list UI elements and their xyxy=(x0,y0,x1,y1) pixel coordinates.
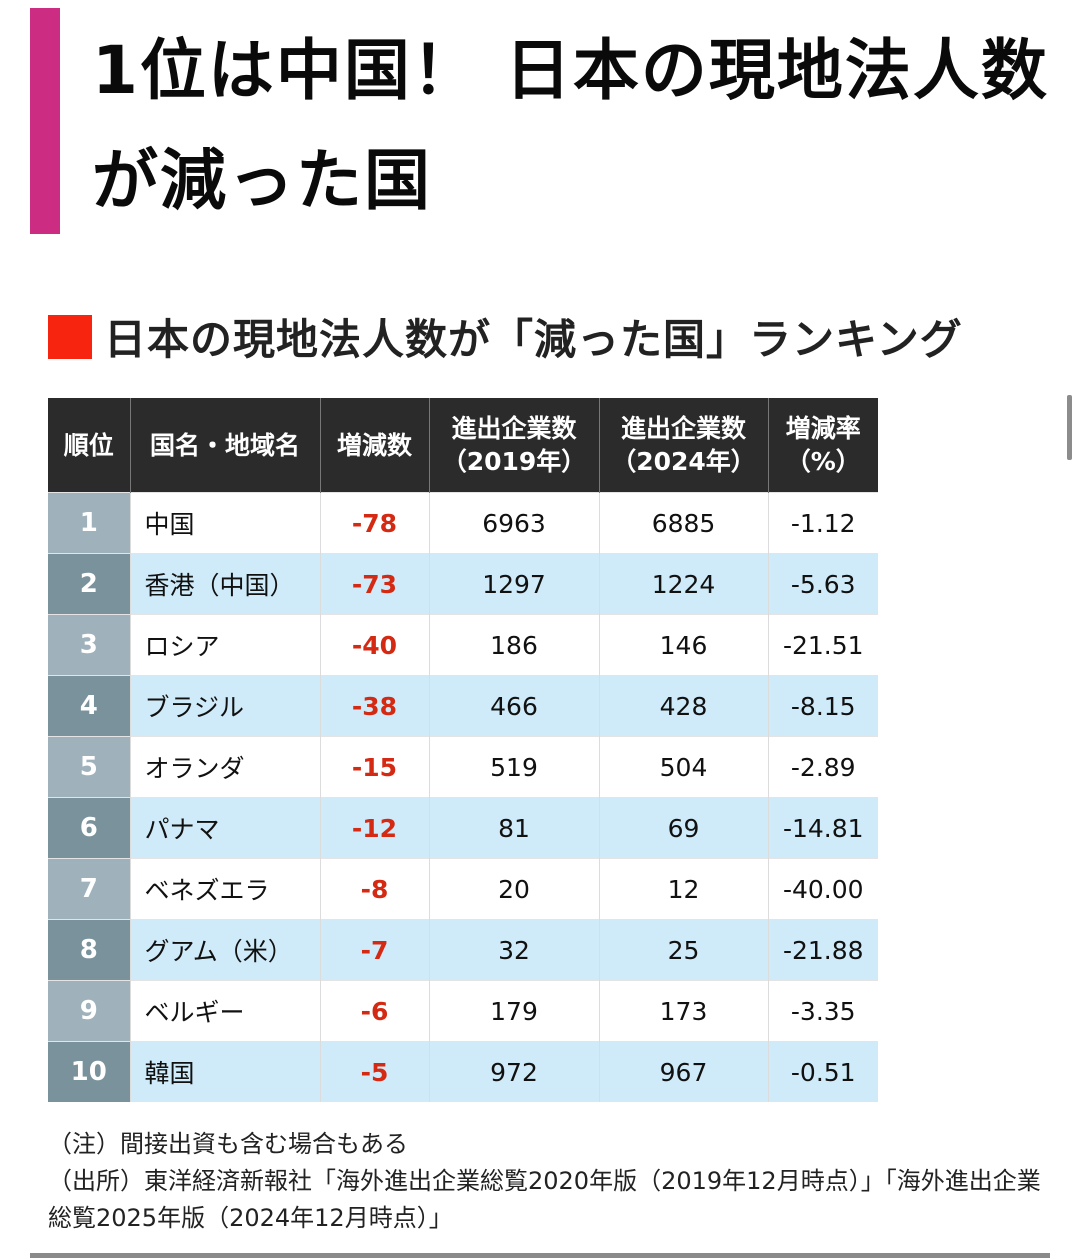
change-rate-cell: -14.81 xyxy=(767,797,878,859)
companies-2019-cell: 519 xyxy=(428,736,599,798)
scrollbar[interactable] xyxy=(1067,395,1072,460)
table-row: 5 オランダ -15 519 504 -2.89 xyxy=(48,736,878,798)
rank-cell: 6 xyxy=(48,797,130,859)
ranking-table: 順位 国名・地域名 増減数 進出企業数 （2019年） 進出企業数 （2024年） … xyxy=(48,398,878,1102)
table-row: 4 ブラジル -38 466 428 -8.15 xyxy=(48,675,878,737)
companies-2019-cell: 32 xyxy=(428,919,599,981)
col-header-sublabel: （2024年） xyxy=(611,447,756,476)
col-header-label: 進出企業数 xyxy=(620,414,746,443)
country-name-cell: 韓国 xyxy=(129,1041,320,1102)
companies-2019-cell: 1297 xyxy=(428,553,599,615)
country-name-cell: グアム（米） xyxy=(129,919,320,981)
companies-2024-cell: 504 xyxy=(598,736,768,798)
rank-cell: 9 xyxy=(48,980,130,1042)
rank-cell: 8 xyxy=(48,919,130,981)
change-rate-cell: -5.63 xyxy=(767,553,878,615)
companies-2019-cell: 466 xyxy=(428,675,599,737)
companies-2024-cell: 1224 xyxy=(598,553,768,615)
bottom-divider xyxy=(30,1253,1050,1258)
change-count-cell: -15 xyxy=(319,736,429,798)
source-text: （出所）東洋経済新報社「海外進出企業総覧2020年版（2019年12月時点）」「… xyxy=(48,1167,1041,1232)
col-header-label: 増減率 xyxy=(785,414,861,443)
title-accent-bar xyxy=(30,8,60,234)
change-count-cell: -12 xyxy=(319,797,429,859)
table-header-row: 順位 国名・地域名 増減数 進出企業数 （2019年） 進出企業数 （2024年） … xyxy=(48,398,878,493)
table-row: 2 香港（中国） -73 1297 1224 -5.63 xyxy=(48,553,878,615)
rank-cell: 5 xyxy=(48,736,130,798)
companies-2024-cell: 428 xyxy=(598,675,768,737)
table-row: 1 中国 -78 6963 6885 -1.12 xyxy=(48,492,878,554)
companies-2019-cell: 20 xyxy=(428,858,599,920)
country-name-cell: ロシア xyxy=(129,614,320,676)
companies-2019-cell: 6963 xyxy=(428,492,599,554)
table-row: 7 ベネズエラ -8 20 12 -40.00 xyxy=(48,858,878,920)
rank-cell: 1 xyxy=(48,492,130,554)
page-title-line2: が減った国 xyxy=(92,142,432,219)
col-header-2019: 進出企業数 （2019年） xyxy=(428,398,599,493)
country-name-cell: オランダ xyxy=(129,736,320,798)
col-header-label: 増減数 xyxy=(336,430,412,460)
companies-2024-cell: 12 xyxy=(598,858,768,920)
col-header-2024: 進出企業数 （2024年） xyxy=(598,398,768,493)
change-rate-cell: -8.15 xyxy=(767,675,878,737)
change-rate-cell: -0.51 xyxy=(767,1041,878,1102)
change-rate-cell: -2.89 xyxy=(767,736,878,798)
page-title-line1: 1位は中国！ 日本の現地法人数 xyxy=(92,32,1049,109)
table-row: 9 ベルギー -6 179 173 -3.35 xyxy=(48,980,878,1042)
rank-cell: 10 xyxy=(48,1041,130,1102)
col-header-label: 順位 xyxy=(63,430,114,460)
table-row: 10 韓国 -5 972 967 -0.51 xyxy=(48,1041,878,1102)
companies-2024-cell: 25 xyxy=(598,919,768,981)
companies-2024-cell: 146 xyxy=(598,614,768,676)
change-rate-cell: -3.35 xyxy=(767,980,878,1042)
rank-cell: 2 xyxy=(48,553,130,615)
table-row: 6 パナマ -12 81 69 -14.81 xyxy=(48,797,878,859)
country-name-cell: ベネズエラ xyxy=(129,858,320,920)
table-row: 3 ロシア -40 186 146 -21.51 xyxy=(48,614,878,676)
col-header-sublabel: （%） xyxy=(785,447,861,476)
change-count-cell: -78 xyxy=(319,492,429,554)
companies-2019-cell: 186 xyxy=(428,614,599,676)
companies-2024-cell: 69 xyxy=(598,797,768,859)
change-rate-cell: -21.51 xyxy=(767,614,878,676)
rank-cell: 7 xyxy=(48,858,130,920)
change-rate-cell: -40.00 xyxy=(767,858,878,920)
country-name-cell: ブラジル xyxy=(129,675,320,737)
change-rate-cell: -21.88 xyxy=(767,919,878,981)
change-count-cell: -6 xyxy=(319,980,429,1042)
change-count-cell: -40 xyxy=(319,614,429,676)
table-row: 8 グアム（米） -7 32 25 -21.88 xyxy=(48,919,878,981)
red-square-icon xyxy=(48,314,92,359)
country-name-cell: 香港（中国） xyxy=(129,553,320,615)
companies-2024-cell: 967 xyxy=(598,1041,768,1102)
col-header-diff: 増減数 xyxy=(319,398,429,493)
change-count-cell: -7 xyxy=(319,919,429,981)
col-header-rank: 順位 xyxy=(48,398,130,493)
col-header-rate: 増減率 （%） xyxy=(767,398,878,493)
companies-2024-cell: 6885 xyxy=(598,492,768,554)
page-title: 1位は中国！ 日本の現地法人数 が減った国 xyxy=(92,16,1072,236)
change-count-cell: -8 xyxy=(319,858,429,920)
change-count-cell: -73 xyxy=(319,553,429,615)
country-name-cell: パナマ xyxy=(129,797,320,859)
col-header-sublabel: （2019年） xyxy=(441,447,587,476)
note-text: （注）間接出資も含む場合もある xyxy=(48,1130,408,1158)
companies-2024-cell: 173 xyxy=(598,980,768,1042)
rank-cell: 3 xyxy=(48,614,130,676)
col-header-label: 国名・地域名 xyxy=(149,430,300,460)
section-heading: 日本の現地法人数が「減った国」ランキング xyxy=(48,306,963,367)
section-heading-text: 日本の現地法人数が「減った国」ランキング xyxy=(104,315,963,364)
footnotes: （注）間接出資も含む場合もある （出所）東洋経済新報社「海外進出企業総覧2020… xyxy=(48,1126,1058,1237)
change-rate-cell: -1.12 xyxy=(767,492,878,554)
country-name-cell: ベルギー xyxy=(129,980,320,1042)
companies-2019-cell: 972 xyxy=(428,1041,599,1102)
rank-cell: 4 xyxy=(48,675,130,737)
change-count-cell: -5 xyxy=(319,1041,429,1102)
col-header-label: 進出企業数 xyxy=(451,414,577,443)
col-header-name: 国名・地域名 xyxy=(129,398,320,493)
change-count-cell: -38 xyxy=(319,675,429,737)
companies-2019-cell: 81 xyxy=(428,797,599,859)
companies-2019-cell: 179 xyxy=(428,980,599,1042)
country-name-cell: 中国 xyxy=(129,492,320,554)
